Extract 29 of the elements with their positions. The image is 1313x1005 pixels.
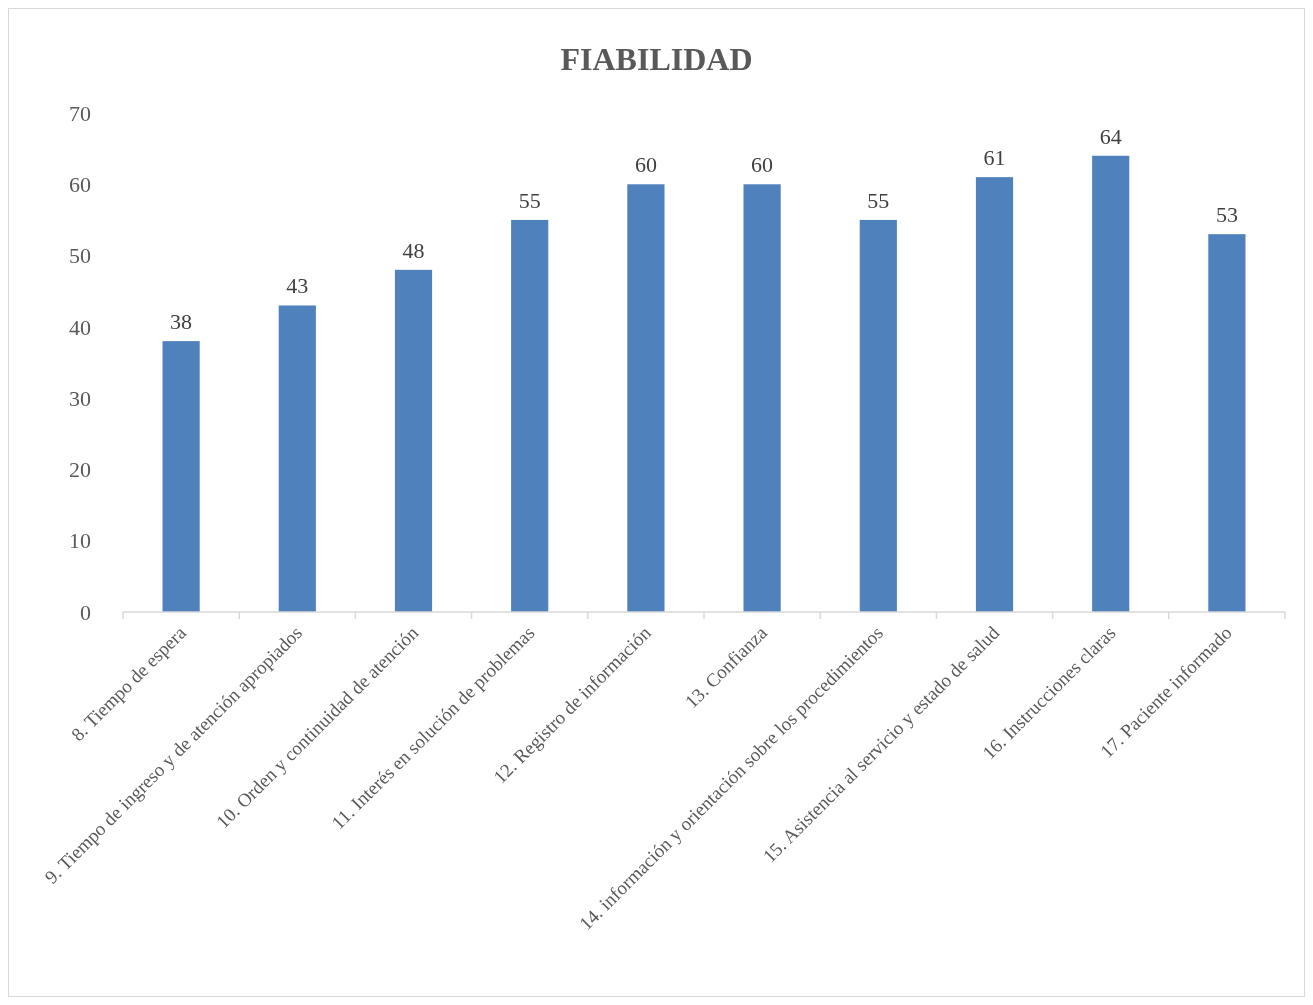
bar xyxy=(743,184,781,612)
data-label: 55 xyxy=(518,187,541,213)
data-label: 38 xyxy=(170,309,193,335)
bar xyxy=(627,184,665,612)
bar xyxy=(278,305,316,612)
bar xyxy=(975,177,1014,612)
bar xyxy=(394,269,433,612)
data-label: 43 xyxy=(286,273,309,299)
bar xyxy=(162,341,200,612)
bar xyxy=(1208,234,1246,612)
bar xyxy=(511,219,549,612)
y-tick-label: 20 xyxy=(69,457,91,483)
data-label: 64 xyxy=(1099,123,1122,149)
data-label: 53 xyxy=(1215,202,1238,228)
data-label: 61 xyxy=(983,145,1006,171)
data-label: 55 xyxy=(867,187,890,213)
bar xyxy=(1092,155,1130,612)
data-label: 60 xyxy=(634,152,657,178)
y-tick-label: 60 xyxy=(69,171,91,197)
y-tick-label: 10 xyxy=(69,528,91,554)
y-tick-label: 40 xyxy=(69,314,91,340)
chart-title: FIABILIDAD xyxy=(560,41,753,77)
bar xyxy=(859,219,897,612)
data-label: 60 xyxy=(751,152,774,178)
y-tick-label: 50 xyxy=(69,243,91,269)
y-tick-label: 0 xyxy=(80,599,91,625)
y-tick-label: 30 xyxy=(69,385,91,411)
data-label: 48 xyxy=(402,237,425,263)
y-tick-label: 70 xyxy=(69,100,91,126)
